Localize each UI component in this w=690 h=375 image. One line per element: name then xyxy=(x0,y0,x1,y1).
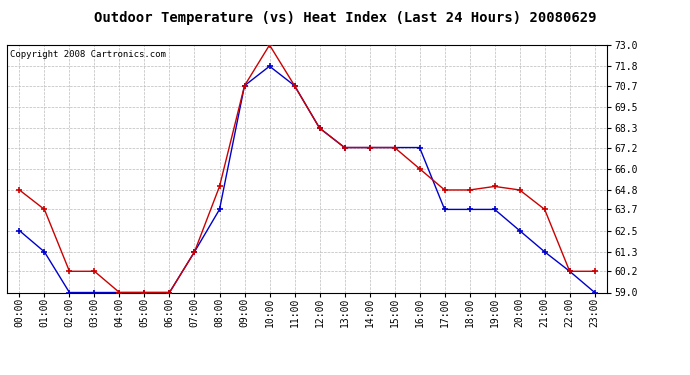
Text: Outdoor Temperature (vs) Heat Index (Last 24 Hours) 20080629: Outdoor Temperature (vs) Heat Index (Las… xyxy=(94,11,596,25)
Text: Copyright 2008 Cartronics.com: Copyright 2008 Cartronics.com xyxy=(10,50,166,59)
